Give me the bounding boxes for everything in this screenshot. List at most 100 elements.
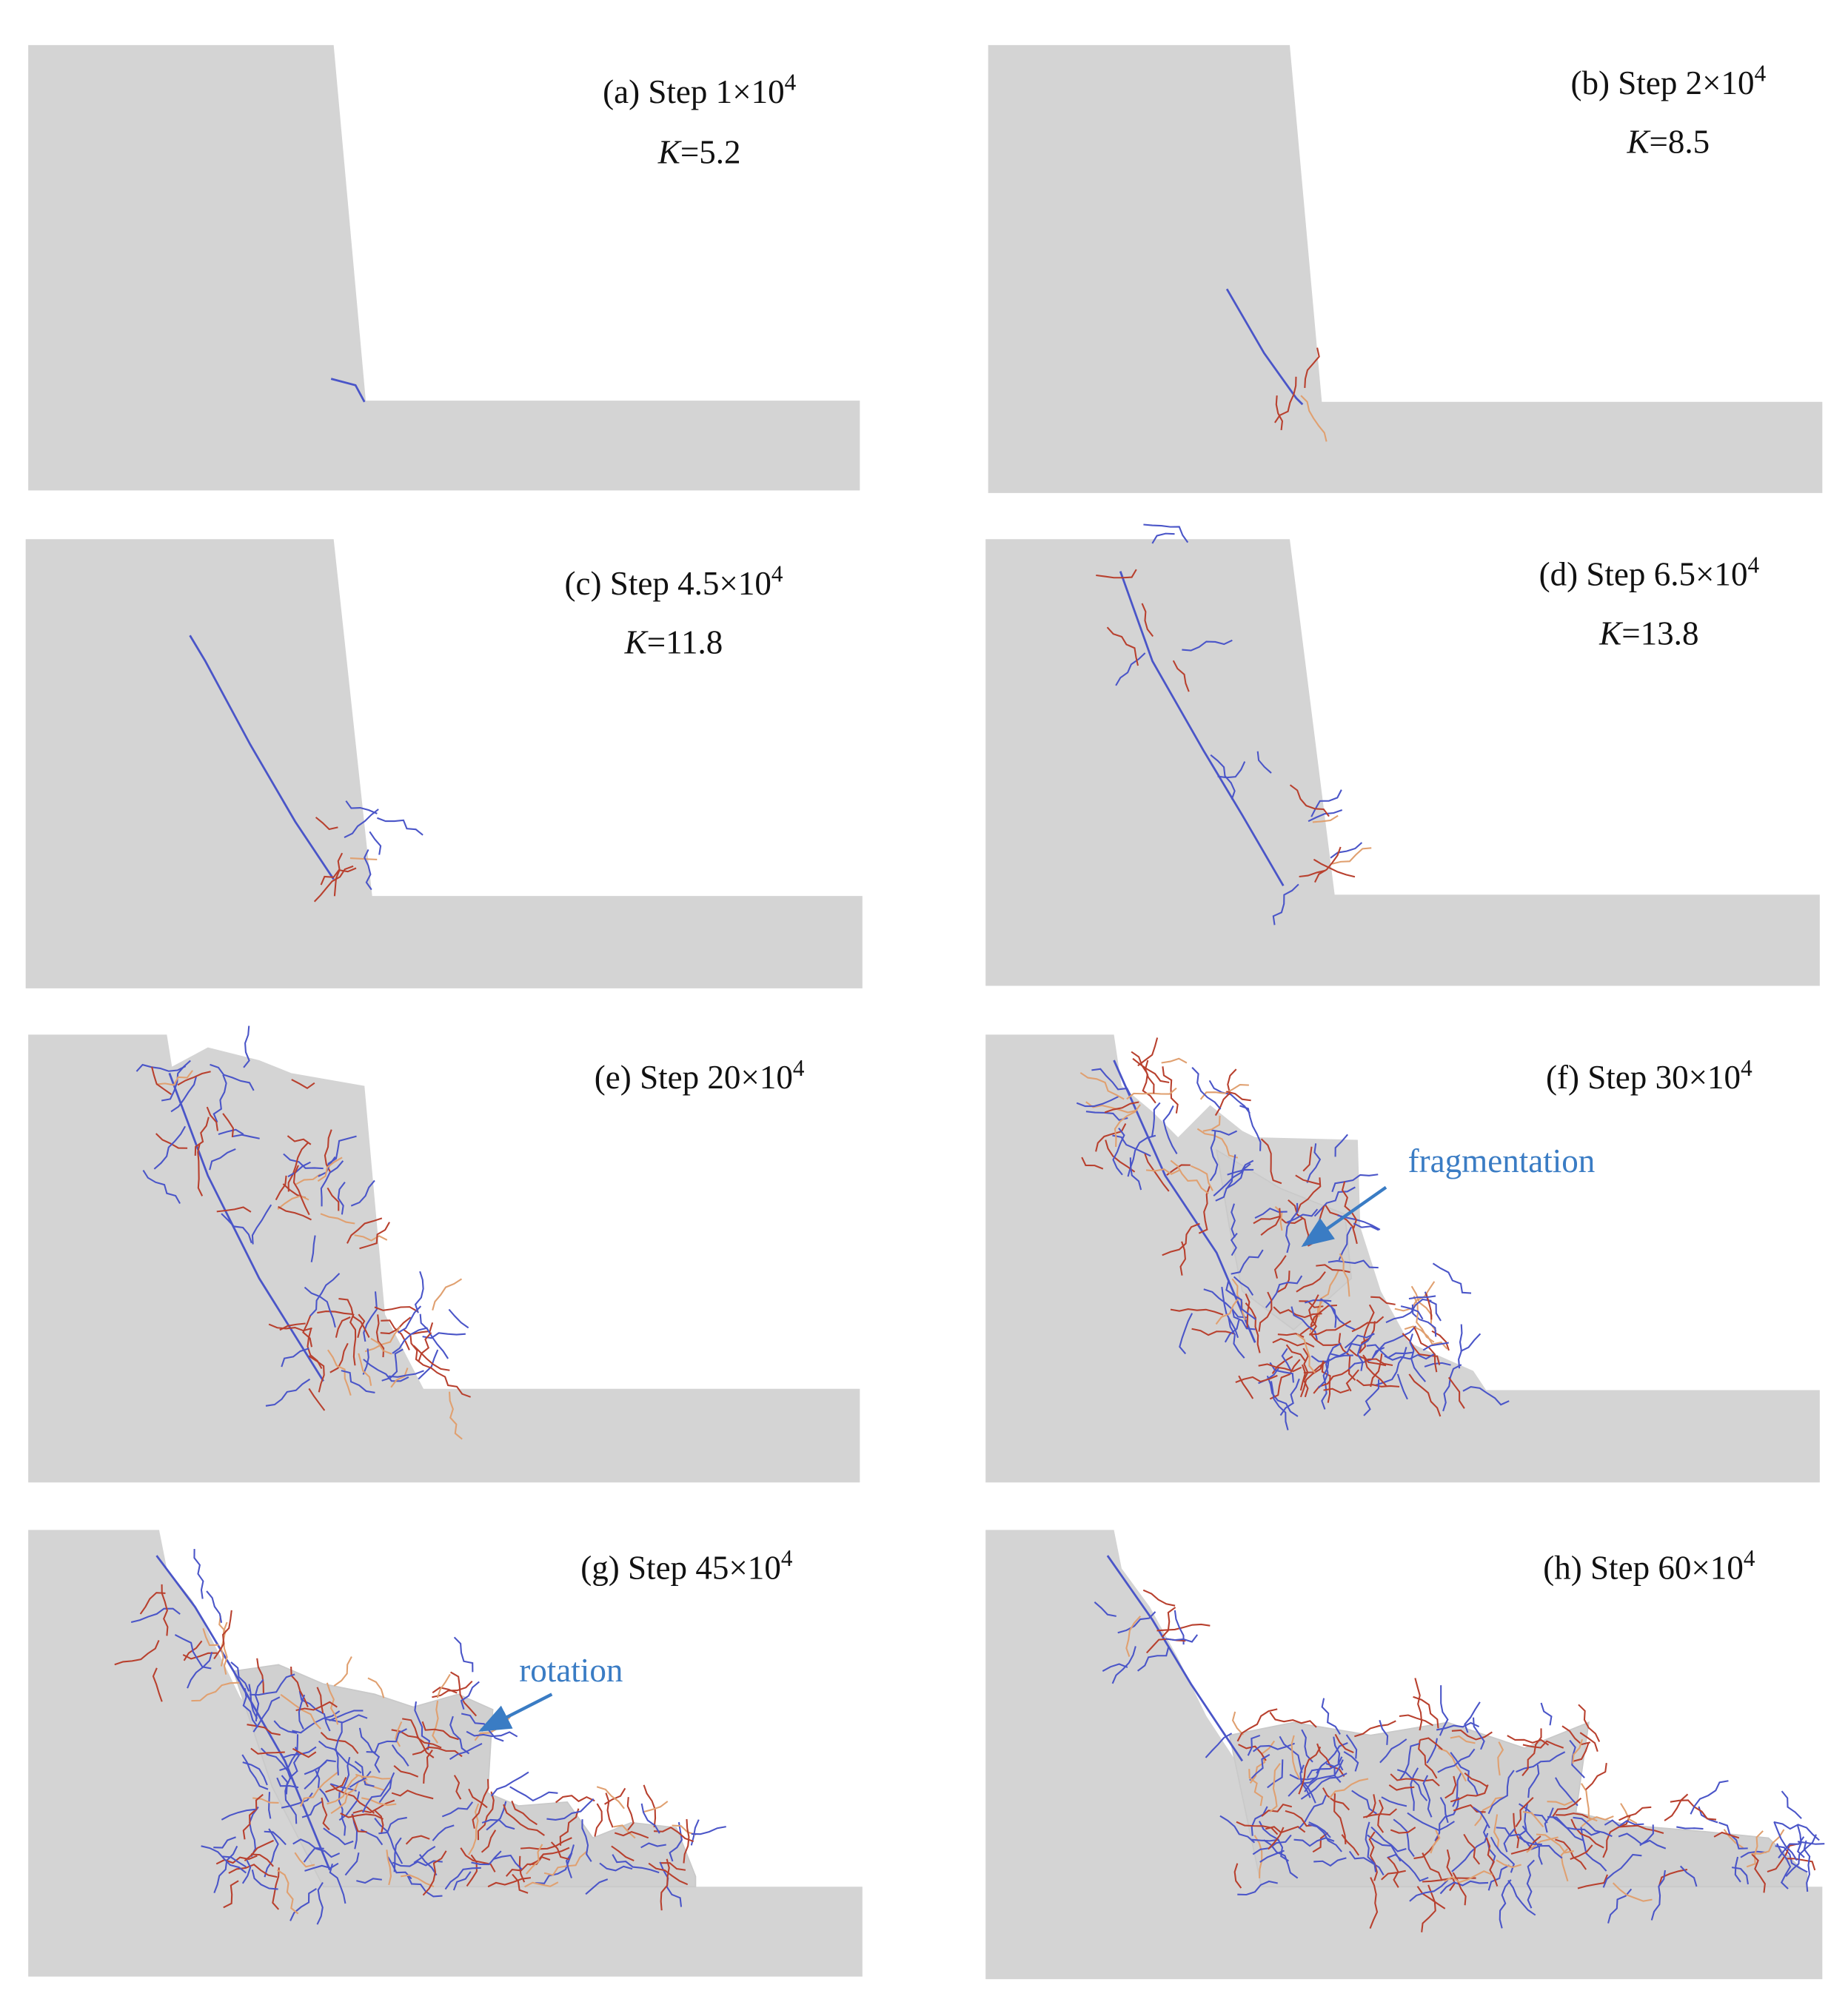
crack xyxy=(1126,1087,1177,1100)
crack xyxy=(1321,1698,1341,1735)
crack xyxy=(1285,1344,1307,1362)
crack xyxy=(1487,1770,1515,1815)
crack xyxy=(202,1628,219,1647)
crack xyxy=(468,1803,480,1855)
crack xyxy=(344,809,379,838)
crack xyxy=(1268,1827,1285,1850)
crack xyxy=(1451,1832,1489,1872)
crack xyxy=(1358,1304,1375,1354)
crack xyxy=(335,1723,343,1775)
crack xyxy=(374,1818,404,1864)
crack xyxy=(210,1063,255,1091)
crack xyxy=(1333,1736,1344,1771)
crack xyxy=(1497,1741,1504,1776)
crack xyxy=(691,1826,726,1835)
crack xyxy=(535,1852,573,1884)
crack xyxy=(318,1156,336,1177)
crack xyxy=(1734,1856,1741,1883)
crack xyxy=(308,1388,326,1411)
crack xyxy=(304,1862,339,1872)
crack xyxy=(213,1845,238,1893)
crack xyxy=(1365,1794,1376,1818)
rock-mass xyxy=(985,1034,1820,1483)
crack xyxy=(1343,1751,1359,1772)
crack xyxy=(1462,1386,1510,1406)
crack xyxy=(1196,1128,1239,1159)
crack xyxy=(278,1205,312,1221)
crack xyxy=(1095,1123,1127,1152)
crack xyxy=(170,1075,198,1113)
crack xyxy=(1503,1828,1516,1852)
crack xyxy=(1432,1262,1472,1294)
crack xyxy=(367,1677,385,1698)
crack xyxy=(1408,1373,1442,1417)
crack xyxy=(114,1640,160,1666)
crack xyxy=(281,1348,309,1368)
crack xyxy=(323,1827,354,1846)
crack xyxy=(468,1788,488,1809)
crack xyxy=(1381,1870,1406,1881)
crack xyxy=(388,1370,424,1378)
crack xyxy=(1131,1051,1148,1074)
crack xyxy=(242,1793,264,1840)
crack xyxy=(1390,1827,1416,1834)
crack xyxy=(1314,846,1342,883)
crack xyxy=(1305,1299,1332,1304)
crack xyxy=(1464,1772,1488,1788)
crack xyxy=(1422,1342,1449,1351)
crack xyxy=(422,1332,466,1339)
cracks xyxy=(1076,1037,1510,1430)
crack xyxy=(378,1816,407,1835)
crack xyxy=(1253,1835,1263,1878)
crack xyxy=(153,1125,187,1170)
cracks xyxy=(1096,523,1372,925)
crack xyxy=(1579,1732,1598,1753)
crack xyxy=(605,1793,614,1828)
crack xyxy=(1318,1269,1340,1317)
crack xyxy=(377,817,424,836)
crack xyxy=(1313,1857,1347,1867)
crack xyxy=(1267,1759,1284,1789)
crack xyxy=(1198,1185,1211,1234)
crack xyxy=(280,1693,321,1730)
crack xyxy=(412,1345,450,1371)
crack xyxy=(398,1305,422,1333)
crack xyxy=(1496,1827,1542,1846)
crack xyxy=(310,1235,316,1262)
crack xyxy=(354,1234,388,1242)
crack xyxy=(1104,1101,1139,1114)
crack xyxy=(276,1869,299,1915)
crack xyxy=(1151,1102,1161,1137)
crack xyxy=(1269,1711,1317,1728)
crack xyxy=(1493,1814,1500,1850)
crack xyxy=(1580,1827,1607,1872)
crack xyxy=(349,1313,357,1366)
crack xyxy=(1521,1728,1542,1776)
crack xyxy=(327,1187,340,1211)
crack xyxy=(268,1792,272,1819)
crack xyxy=(1299,1360,1325,1398)
crack xyxy=(1202,1115,1221,1132)
crack xyxy=(1219,1815,1256,1844)
crack xyxy=(206,1590,223,1623)
crack xyxy=(135,1063,187,1072)
crack xyxy=(1460,1333,1482,1353)
crack xyxy=(1288,1767,1321,1797)
crack xyxy=(142,1169,181,1205)
crack xyxy=(432,1700,439,1744)
crack xyxy=(1172,660,1190,692)
crack xyxy=(1404,1325,1448,1350)
crack xyxy=(155,1555,331,1871)
crack xyxy=(1426,1738,1439,1764)
arrow xyxy=(1301,1185,1387,1248)
crack xyxy=(1439,1685,1449,1736)
crack xyxy=(392,1327,428,1354)
crack xyxy=(1142,1589,1176,1607)
crack xyxy=(1256,751,1272,774)
crack xyxy=(1277,1333,1305,1338)
crack xyxy=(187,1651,213,1689)
crack xyxy=(222,1621,228,1675)
crack xyxy=(1572,1738,1584,1764)
crack xyxy=(1296,1271,1326,1293)
crack xyxy=(1515,1797,1534,1827)
